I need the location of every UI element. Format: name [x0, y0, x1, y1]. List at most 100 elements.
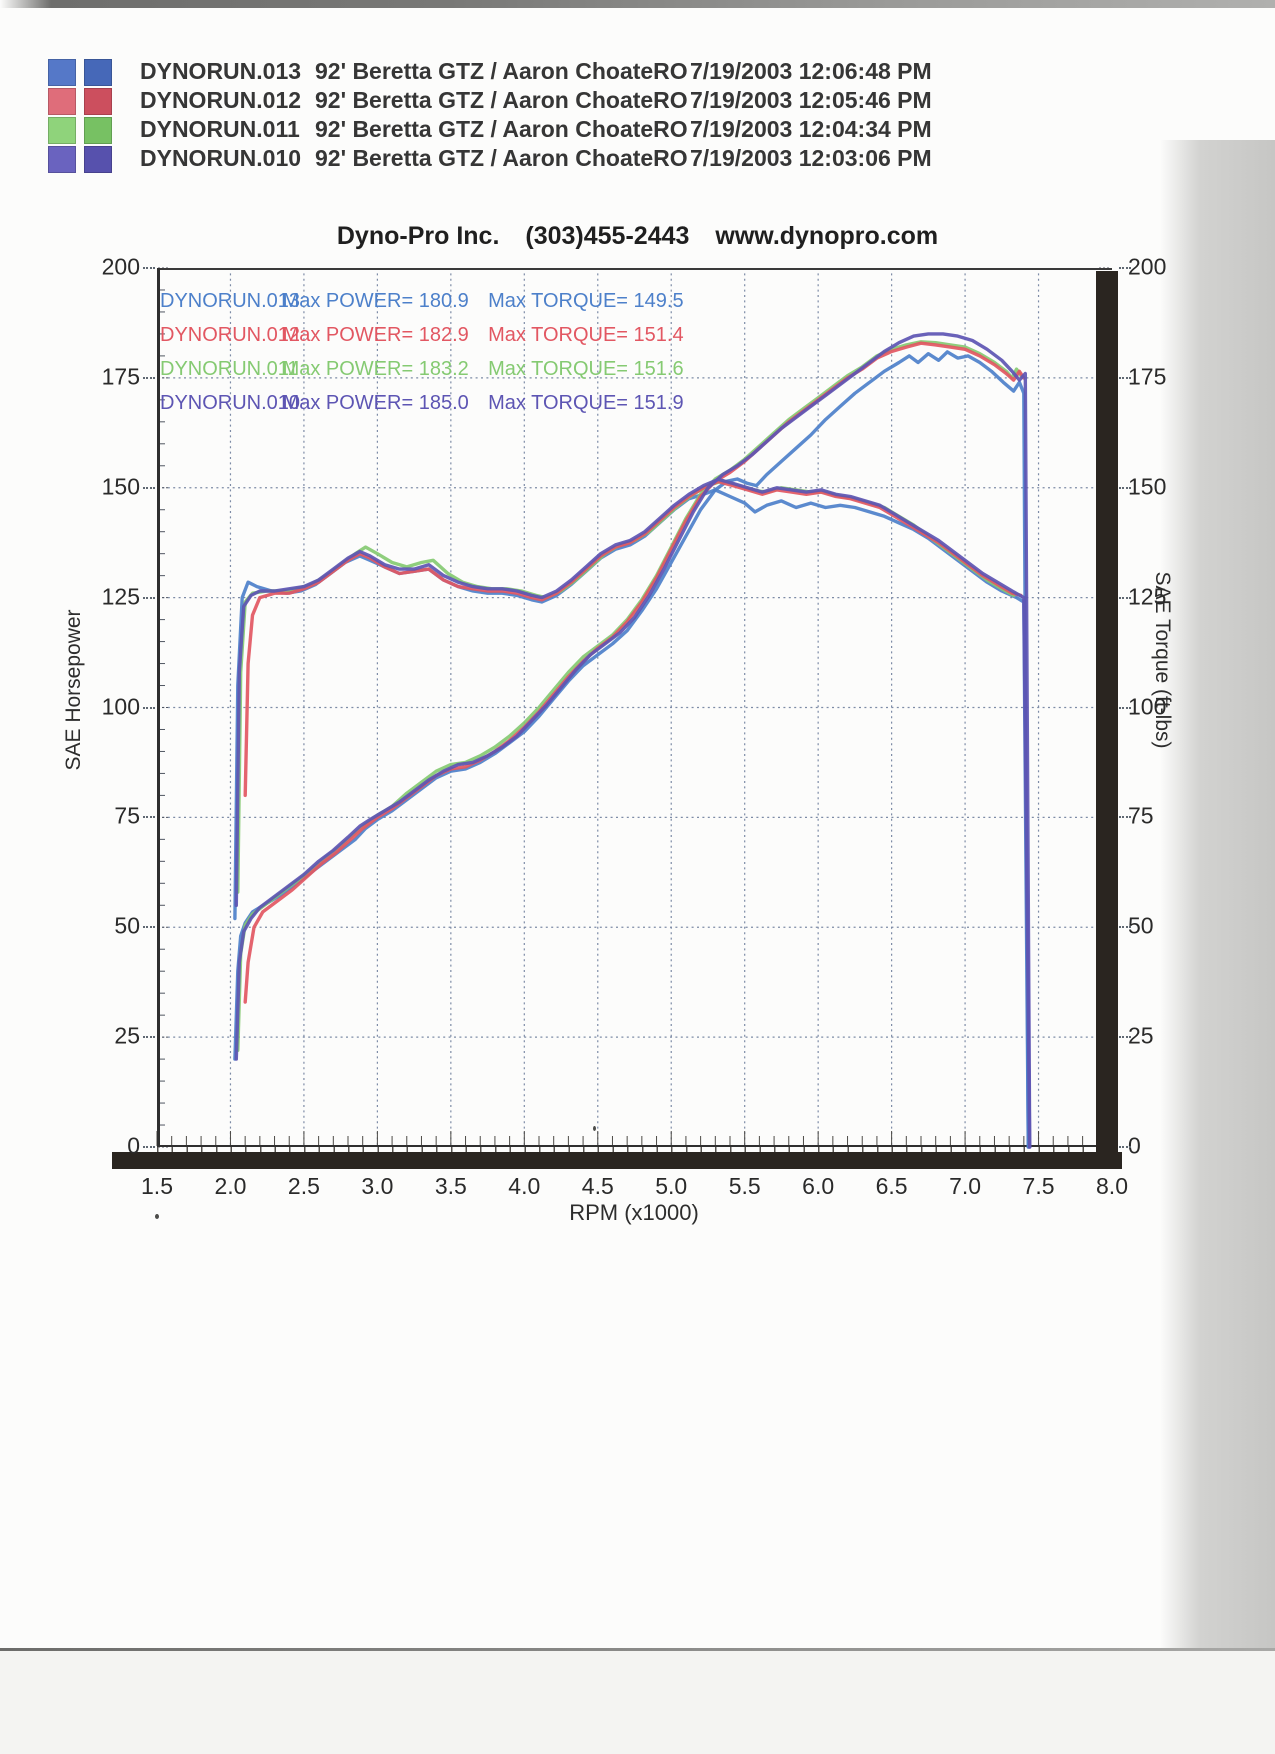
y-axis-tick-label: 200 — [1128, 253, 1167, 280]
x-axis-minor-ticks — [157, 1147, 1112, 1152]
scan-edge-bottom — [0, 1651, 1275, 1754]
x-axis-tick-label: 7.5 — [1022, 1173, 1055, 1199]
run-color-swatch — [84, 117, 112, 144]
run-timestamp: 7/19/2003 12:05:46 PM — [690, 87, 932, 113]
y-axis-right-title: SAE Torque (ft-lbs) — [1151, 571, 1174, 749]
tick-leader — [1119, 816, 1131, 819]
legend-max-torque: Max TORQUE= 149.5 — [488, 290, 684, 312]
run-color-swatch — [48, 59, 76, 86]
tick-leader — [1119, 1036, 1131, 1039]
y-axis-tick-label: 100 — [1128, 692, 1167, 719]
run-vehicle: 92' Beretta GTZ / Aaron ChoateRO — [315, 145, 688, 171]
x-axis-tick-label: 3.5 — [434, 1173, 467, 1199]
run-color-swatch — [48, 88, 76, 115]
tick-leader — [1119, 596, 1131, 599]
x-axis-tick-label: 4.5 — [581, 1173, 614, 1199]
run-vehicle: 92' Beretta GTZ / Aaron ChoateRO — [315, 58, 688, 84]
run-timestamp: 7/19/2003 12:06:48 PM — [690, 58, 932, 84]
chart-legend-row: DYNORUN.010 Max POWER= 185.0 Max TORQUE=… — [160, 392, 684, 415]
run-timestamp: 7/19/2003 12:04:34 PM — [690, 116, 932, 142]
run-vehicle: 92' Beretta GTZ / Aaron ChoateRO — [315, 116, 688, 142]
y-axis-tick-label: 25 — [114, 1022, 140, 1049]
x-axis-tick-label: 6.5 — [875, 1173, 908, 1199]
x-axis-tick-label: 5.0 — [655, 1173, 688, 1199]
tick-leader — [143, 376, 155, 379]
y-axis-tick-label: 75 — [1128, 802, 1154, 829]
shop-name: Dyno-Pro Inc. — [336, 222, 500, 250]
run-name: DYNORUN.010 — [140, 145, 302, 171]
y-axis-tick-label: 125 — [101, 583, 140, 610]
y-axis-tick-label: 50 — [1128, 912, 1154, 939]
legend-max-power: Max POWER= 180.9 — [282, 290, 469, 312]
chart-legend-row: DYNORUN.013 Max POWER= 180.9 Max TORQUE=… — [160, 290, 684, 313]
run-color-swatch — [84, 59, 112, 86]
y-axis-tick-label: 150 — [101, 473, 140, 500]
legend-run-name: DYNORUN.012 — [160, 324, 301, 346]
x-axis-tick-label: 4.0 — [508, 1173, 541, 1199]
y-axis-tick-label: 25 — [1128, 1022, 1154, 1049]
tick-leader — [1119, 706, 1131, 709]
x-axis-tick-label: 8.0 — [1096, 1173, 1128, 1199]
x-axis-title: RPM (x1000) — [569, 1200, 699, 1225]
x-axis-tick-label: 3.0 — [361, 1173, 394, 1199]
tick-leader — [143, 816, 155, 819]
tick-leader — [1119, 926, 1131, 929]
shop-phone: (303)455-2443 — [525, 222, 690, 250]
tick-leader — [1119, 486, 1131, 489]
x-axis-tick-label: 6.0 — [802, 1173, 835, 1199]
legend-run-name: DYNORUN.010 — [160, 392, 301, 414]
right-axis-bar — [1096, 271, 1118, 1156]
legend-max-power: Max POWER= 185.0 — [282, 392, 469, 414]
tick-leader — [143, 267, 155, 269]
tick-leader — [143, 596, 155, 599]
tick-leader — [143, 1036, 155, 1039]
run-timestamp: 7/19/2003 12:03:06 PM — [690, 145, 932, 171]
y-axis-tick-label: 0 — [1128, 1132, 1141, 1159]
y-axis-tick-label: 75 — [114, 802, 140, 829]
run-color-swatch — [48, 146, 76, 173]
y-axis-tick-label: 0 — [127, 1132, 140, 1159]
legend-max-power: Max POWER= 183.2 — [282, 358, 469, 380]
x-axis-tick-label: 2.5 — [287, 1173, 320, 1199]
shop-website: www.dynopro.com — [715, 222, 939, 250]
y-axis-tick-label: 200 — [101, 253, 140, 280]
scan-edge-right — [1160, 140, 1275, 1652]
tick-leader — [143, 1146, 155, 1148]
chart-legend-row: DYNORUN.012 Max POWER= 182.9 Max TORQUE=… — [160, 324, 684, 347]
scan-page-edge-line — [0, 1648, 1275, 1651]
y-axis-tick-label: 50 — [114, 912, 140, 939]
shop-title-line: Dyno-Pro Inc. (303)455-2443 www.dynopro.… — [0, 222, 1275, 251]
scan-speck — [593, 1126, 596, 1131]
legend-max-torque: Max TORQUE= 151.6 — [488, 358, 684, 380]
tick-leader — [1119, 267, 1131, 269]
plot-area — [156, 267, 1113, 1149]
y-axis-left-title: SAE Horsepower — [62, 609, 85, 771]
run-name: DYNORUN.012 — [140, 87, 302, 113]
run-color-swatch — [48, 117, 76, 144]
legend-run-name: DYNORUN.011 — [160, 358, 299, 380]
legend-run-name: DYNORUN.013 — [160, 290, 301, 312]
tick-leader — [143, 706, 155, 709]
x-axis-tick-label: 1.5 — [141, 1173, 173, 1199]
y-axis-tick-label: 100 — [101, 692, 140, 719]
bottom-axis-bar — [112, 1152, 1122, 1169]
x-axis-tick-label: 7.0 — [949, 1173, 982, 1199]
x-axis-tick-label: 2.0 — [214, 1173, 247, 1199]
y-axis-tick-label: 175 — [101, 363, 140, 390]
y-axis-tick-label: 175 — [1128, 363, 1167, 390]
x-axis-tick-label: 5.5 — [728, 1173, 761, 1199]
legend-max-torque: Max TORQUE= 151.4 — [488, 324, 684, 346]
run-name: DYNORUN.011 — [140, 116, 300, 142]
scan-edge-top — [0, 0, 1275, 8]
run-color-swatch — [84, 88, 112, 115]
run-name: DYNORUN.013 — [140, 58, 302, 84]
tick-leader — [143, 486, 155, 489]
tick-leader — [1119, 1146, 1131, 1148]
y-axis-tick-label: 150 — [1128, 473, 1167, 500]
run-vehicle: 92' Beretta GTZ / Aaron ChoateRO — [315, 87, 688, 113]
legend-max-power: Max POWER= 182.9 — [282, 324, 469, 346]
chart-legend-row: DYNORUN.011 Max POWER= 183.2 Max TORQUE=… — [160, 358, 684, 381]
tick-leader — [1119, 376, 1131, 379]
scan-speck — [155, 1214, 159, 1219]
